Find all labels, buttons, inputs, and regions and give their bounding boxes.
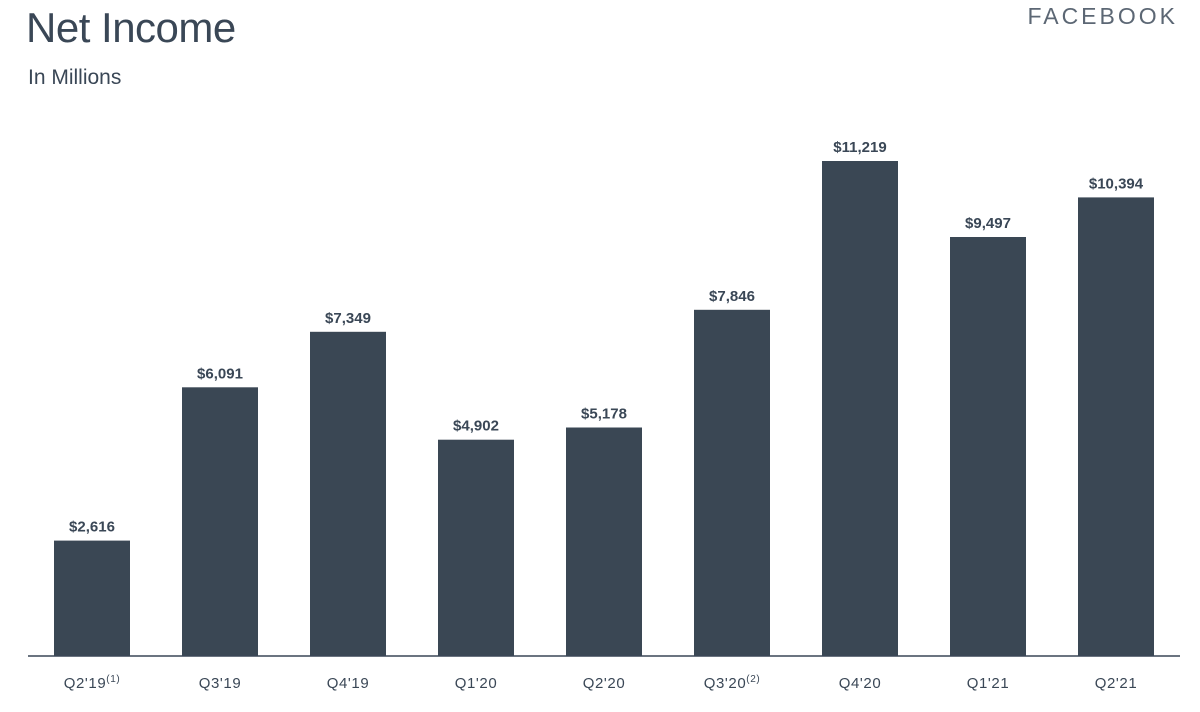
value-label: $6,091	[197, 365, 243, 382]
category-label: Q1'21	[967, 675, 1010, 692]
value-label: $5,178	[581, 406, 627, 423]
value-label: $2,616	[69, 519, 115, 536]
value-label: $7,349	[325, 310, 371, 327]
chart-subtitle: In Millions	[28, 66, 122, 89]
category-label: Q3'19	[199, 675, 242, 692]
category-label: Q2'20	[583, 675, 626, 692]
bars-group	[54, 161, 1154, 656]
category-labels-group: Q2'19(1) Q3'19 Q4'19 Q1'20 Q2'20 Q3'20(2) Q4'2…	[64, 674, 1138, 692]
bar-q2-19	[54, 540, 130, 656]
bar-q3-19	[182, 387, 258, 656]
value-label: $11,219	[833, 139, 886, 156]
category-label: Q2'19(1)	[64, 674, 121, 692]
bar-q1-20	[438, 439, 514, 656]
brand-logo: FACEBOOK	[1027, 3, 1178, 29]
bar-q1-21	[950, 237, 1026, 656]
category-label: Q1'20	[455, 675, 498, 692]
value-label: $7,846	[709, 288, 755, 305]
value-labels-group: $2,616 $6,091 $7,349 $4,902 $5,178 $7,846 $11,…	[69, 139, 1144, 536]
value-label: $10,394	[1089, 175, 1144, 192]
category-footnote: (1)	[106, 674, 120, 685]
category-label: Q4'19	[327, 675, 370, 692]
category-label: Q4'20	[839, 675, 882, 692]
value-label: $9,497	[965, 215, 1011, 232]
bar-q2-21	[1078, 197, 1154, 656]
bar-q4-19	[310, 331, 386, 656]
category-label: Q3'20(2)	[704, 674, 761, 692]
category-label: Q2'21	[1095, 675, 1138, 692]
bar-q4-20	[822, 161, 898, 656]
value-label: $4,902	[453, 418, 499, 435]
bar-q2-20	[566, 427, 642, 656]
bar-q3-20	[694, 309, 770, 656]
chart-title: Net Income	[26, 4, 236, 51]
category-footnote: (2)	[746, 674, 760, 685]
